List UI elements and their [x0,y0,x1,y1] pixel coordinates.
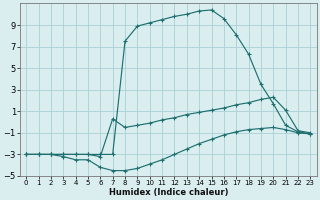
X-axis label: Humidex (Indice chaleur): Humidex (Indice chaleur) [108,188,228,197]
